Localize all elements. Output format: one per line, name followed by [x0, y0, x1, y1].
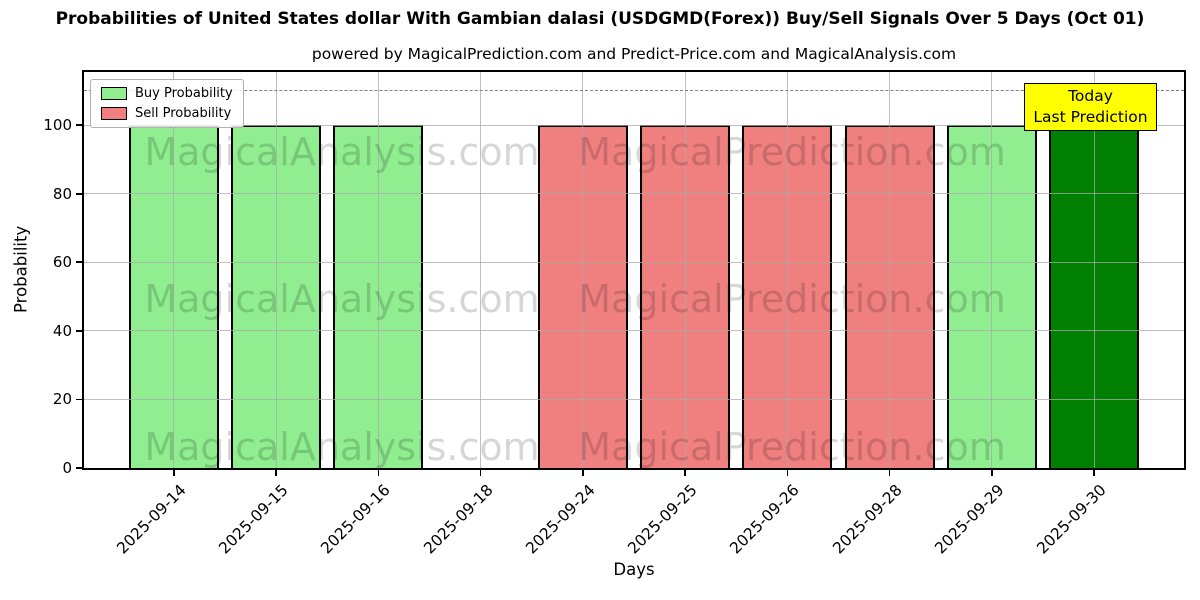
v-gridline — [173, 72, 175, 468]
threshold-dashed-line — [84, 90, 1184, 92]
h-gridline-20 — [84, 398, 1184, 400]
legend-label-sell: Sell Probability — [135, 106, 232, 121]
today-annotation-line2: Last Prediction — [1033, 108, 1148, 126]
y-tick-label: 60 — [52, 253, 72, 272]
x-tick-mark — [582, 470, 584, 476]
y-tick-mark — [76, 330, 82, 332]
v-gridline — [377, 72, 379, 468]
chart-subtitle: powered by MagicalPrediction.com and Pre… — [311, 45, 957, 63]
h-gridline-80 — [84, 193, 1184, 195]
v-gridline — [684, 72, 686, 468]
v-gridline — [582, 72, 584, 468]
v-gridline — [275, 72, 277, 468]
v-gridline — [786, 72, 788, 468]
x-tick-mark — [684, 470, 686, 476]
h-gridline-100 — [84, 124, 1184, 126]
y-tick-label: 100 — [43, 116, 72, 135]
y-tick-label: 80 — [52, 184, 72, 203]
y-tick-mark — [76, 261, 82, 264]
x-axis-label: Days — [613, 560, 655, 579]
v-gridline — [1093, 72, 1095, 468]
legend-item-buy: Buy Probability — [101, 86, 233, 101]
plot-area: MagicalAnalysis.comMagicalPrediction.com… — [76, 70, 1186, 476]
y-tick-mark — [76, 124, 82, 126]
h-gridline-40 — [84, 330, 1184, 332]
legend-item-sell: Sell Probability — [101, 106, 233, 121]
x-tick-mark — [888, 470, 891, 476]
x-tick-mark — [1093, 470, 1095, 476]
y-tick-mark — [76, 467, 82, 469]
y-tick-label: 0 — [62, 459, 72, 477]
x-tick-mark — [786, 470, 789, 476]
h-gridline-60 — [84, 261, 1184, 263]
y-tick-label: 40 — [52, 321, 72, 340]
today-annotation-line1: Today — [1068, 87, 1113, 105]
y-tick-label: 20 — [52, 390, 72, 409]
y-tick-mark — [76, 398, 82, 401]
v-gridline — [480, 72, 482, 468]
x-tick-mark — [991, 470, 993, 476]
y-tick-mark — [76, 192, 82, 195]
v-gridline — [889, 72, 891, 468]
legend-label-buy: Buy Probability — [135, 86, 233, 101]
v-gridline — [991, 72, 993, 468]
chart-title: Probabilities of United States dollar Wi… — [55, 9, 1145, 29]
x-tick-mark — [275, 470, 277, 476]
buy-probability-swatch — [101, 87, 127, 100]
x-tick-mark — [377, 470, 380, 476]
x-tick-mark — [479, 470, 482, 476]
today-annotation: Today Last Prediction — [1024, 83, 1157, 131]
sell-probability-swatch — [101, 107, 127, 120]
legend: Buy Probability Sell Probability — [90, 79, 244, 128]
x-tick-mark — [173, 470, 175, 476]
